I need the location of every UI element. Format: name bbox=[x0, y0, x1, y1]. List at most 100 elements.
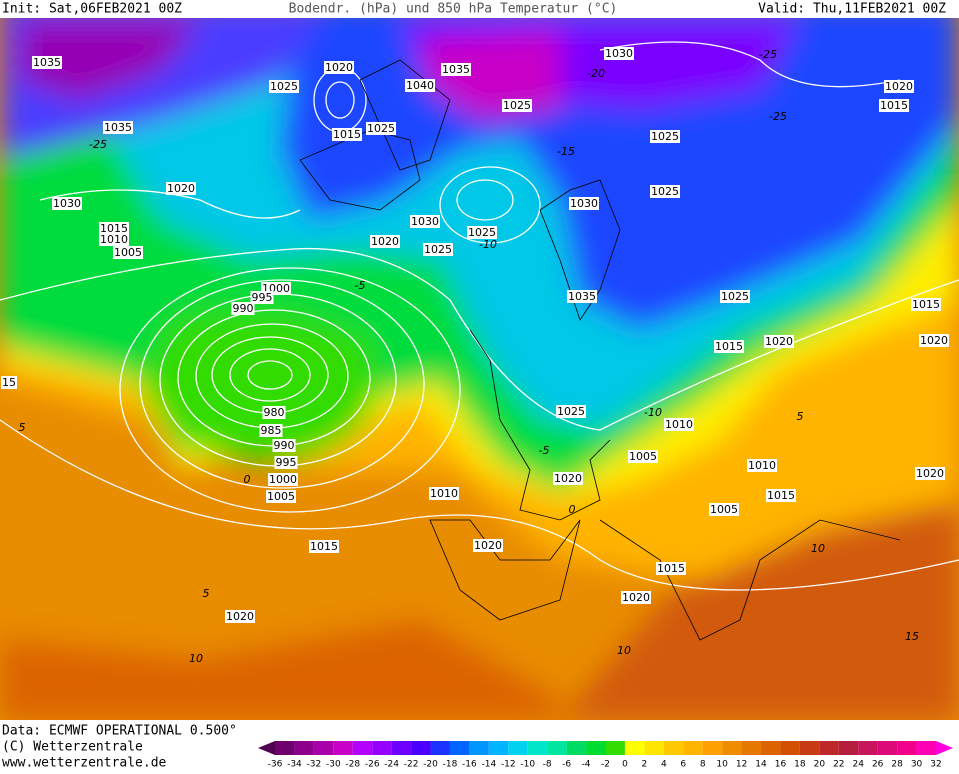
color-scale-label: -4 bbox=[582, 760, 591, 770]
isobar-label: 985 bbox=[261, 424, 282, 437]
color-scale-segment bbox=[469, 741, 489, 755]
isobar-label: 1020 bbox=[622, 591, 650, 604]
color-scale-label: -34 bbox=[287, 760, 302, 770]
isobar-label: 1020 bbox=[920, 334, 948, 347]
isobar-label: 1020 bbox=[474, 539, 502, 552]
temperature-label: 15 bbox=[905, 630, 919, 643]
isobar-label: 990 bbox=[274, 439, 295, 452]
isobar-label-box bbox=[766, 489, 796, 502]
color-scale-segment bbox=[430, 741, 450, 755]
color-scale-label: 14 bbox=[755, 760, 767, 770]
isobar-label: 1025 bbox=[721, 290, 749, 303]
color-scale-label: -12 bbox=[501, 760, 516, 770]
isobar-label-box bbox=[429, 487, 459, 500]
isobar-label-box bbox=[441, 63, 471, 76]
color-scale-label: -8 bbox=[543, 760, 552, 770]
isobar-label-box bbox=[324, 61, 354, 74]
isobar-label: 1020 bbox=[325, 61, 353, 74]
color-scale-segment bbox=[897, 741, 917, 755]
isobar-label-box bbox=[370, 235, 400, 248]
isobar-label: 1010 bbox=[100, 233, 128, 246]
isobar-label: 1035 bbox=[442, 63, 470, 76]
isobar-label: 1030 bbox=[605, 47, 633, 60]
isobar-label-box bbox=[919, 334, 949, 347]
isobar-label: 1015 bbox=[880, 99, 908, 112]
color-scale-label: -32 bbox=[307, 760, 322, 770]
isobar-label-box bbox=[262, 406, 286, 419]
isobar-label: 1025 bbox=[503, 99, 531, 112]
valid-time: Valid: Thu,11FEB2021 00Z bbox=[758, 2, 946, 17]
isobar-label: 1015 bbox=[767, 489, 795, 502]
temperature-label: 5 bbox=[19, 421, 26, 434]
map-labels: 1035102510351020103010151010100510201015… bbox=[1, 47, 949, 665]
color-scale-segment bbox=[702, 741, 723, 755]
isobar-label: 1040 bbox=[406, 79, 434, 92]
isobar-label: 1020 bbox=[885, 80, 913, 93]
isobar-label: 1025 bbox=[424, 243, 452, 256]
copyright: (C) Wetterzentrale bbox=[2, 740, 143, 755]
color-scale-label: -24 bbox=[384, 760, 399, 770]
isobar-label-box bbox=[502, 99, 532, 112]
isobar-label: 1005 bbox=[267, 490, 295, 503]
isobar-label-box bbox=[747, 459, 777, 472]
isobar-label: 1005 bbox=[114, 246, 142, 259]
isobar-label-box bbox=[556, 405, 586, 418]
color-scale-segment bbox=[663, 741, 684, 755]
color-scale-label: -14 bbox=[482, 760, 497, 770]
color-scale-label: 30 bbox=[911, 760, 923, 770]
color-scale-label: 26 bbox=[872, 760, 884, 770]
color-scale-segment bbox=[508, 741, 528, 755]
color-scale-segment bbox=[819, 741, 839, 755]
temperature-label: -10 bbox=[479, 238, 497, 251]
isobar-label-box bbox=[272, 439, 296, 452]
color-scale-segment bbox=[683, 741, 703, 755]
isobar-label: 1005 bbox=[710, 503, 738, 516]
temperature-label: -20 bbox=[587, 67, 605, 80]
isobar-label-box bbox=[467, 226, 497, 239]
isobar-label: 1020 bbox=[916, 467, 944, 480]
isobar-label: 1015 bbox=[657, 562, 685, 575]
color-scale-label: 6 bbox=[680, 760, 686, 770]
color-scale-segment bbox=[761, 741, 781, 755]
isobar-label-box bbox=[250, 291, 274, 304]
isobar-label: 1015 bbox=[715, 340, 743, 353]
color-scale-segment bbox=[275, 741, 295, 755]
isobar-label-box bbox=[103, 121, 133, 134]
isobar-label-box bbox=[113, 246, 143, 259]
temperature-label: 5 bbox=[797, 410, 804, 423]
isobar-label: 1015 bbox=[912, 298, 940, 311]
isobar-label-box bbox=[764, 335, 794, 348]
temperature-field bbox=[0, 18, 959, 720]
isobar-label-box bbox=[166, 182, 196, 195]
color-scale-label: 32 bbox=[930, 760, 941, 770]
color-scale-label: 4 bbox=[661, 760, 667, 770]
isobar-label: 1015 bbox=[333, 128, 361, 141]
color-scale-segment bbox=[488, 741, 509, 755]
isobar-label-box bbox=[423, 243, 453, 256]
color-scale-label: 16 bbox=[775, 760, 787, 770]
color-scale-label: 12 bbox=[736, 760, 747, 770]
isobar-label-box bbox=[259, 424, 283, 437]
temperature-label: 10 bbox=[811, 542, 825, 555]
isobar-label: 1025 bbox=[651, 185, 679, 198]
color-scale-label: 2 bbox=[642, 760, 648, 770]
color-scale-label: -30 bbox=[326, 760, 341, 770]
isobar-label: 1035 bbox=[104, 121, 132, 134]
color-scale: -36 -34 -32 -30 -28 -26 -24 -22 -20 -18 -16 -14 -12-… bbox=[258, 741, 953, 770]
isobar-label-box bbox=[621, 591, 651, 604]
color-scale-segment bbox=[799, 741, 820, 755]
map-title: Bodendr. (hPa) und 850 hPa Temperatur (°… bbox=[289, 2, 618, 17]
isobar-label: 1025 bbox=[651, 130, 679, 143]
isobar-label-box bbox=[628, 450, 658, 463]
color-scale-segment bbox=[936, 741, 953, 755]
color-scale-label: -6 bbox=[562, 760, 571, 770]
temperature-label: 10 bbox=[189, 652, 203, 665]
isobar-label: 1020 bbox=[371, 235, 399, 248]
temperature-label: -15 bbox=[557, 145, 575, 158]
isobar-label-box bbox=[915, 467, 945, 480]
isobar-label-box bbox=[553, 472, 583, 485]
color-scale-segment bbox=[313, 741, 334, 755]
color-scale-segment bbox=[352, 741, 373, 755]
isobar-label: 980 bbox=[264, 406, 285, 419]
isobar-label-box bbox=[656, 562, 686, 575]
